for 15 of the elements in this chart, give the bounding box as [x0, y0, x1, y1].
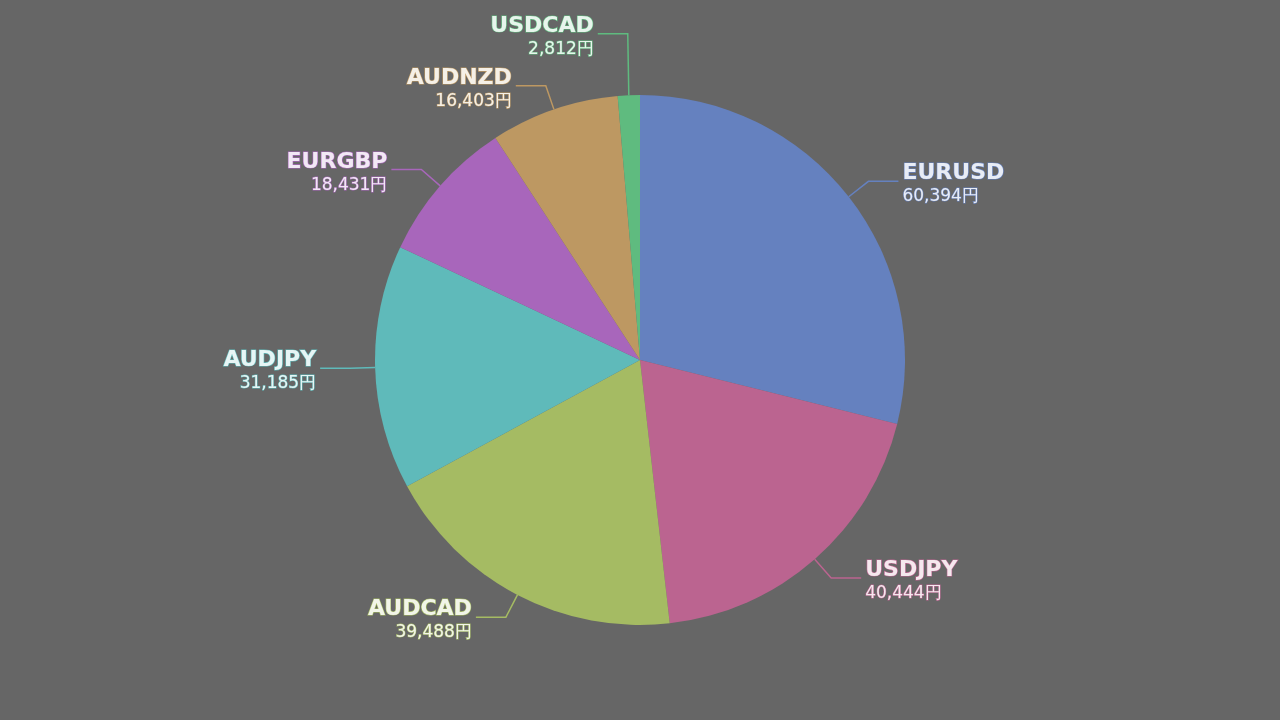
data-label: 18,431円	[310, 173, 388, 194]
data-label: 31,185円	[239, 372, 317, 393]
slice-label: AUDCAD	[367, 595, 472, 621]
data-label: 60,394円	[902, 185, 979, 206]
pie-slice	[640, 95, 905, 424]
slice-label: USDCAD	[490, 11, 594, 37]
data-label: 16,403円	[435, 89, 512, 110]
slice-label: EURUSD	[902, 159, 1005, 185]
slice-label: AUDNZD	[406, 63, 512, 89]
slice-label: EURGBP	[286, 147, 388, 173]
data-label: 40,444円	[865, 582, 942, 603]
data-label: 39,488円	[395, 621, 472, 642]
slice-label: USDJPY	[865, 556, 959, 582]
data-label: 2,812円	[528, 37, 594, 58]
slice-label: AUDJPY	[223, 346, 318, 372]
